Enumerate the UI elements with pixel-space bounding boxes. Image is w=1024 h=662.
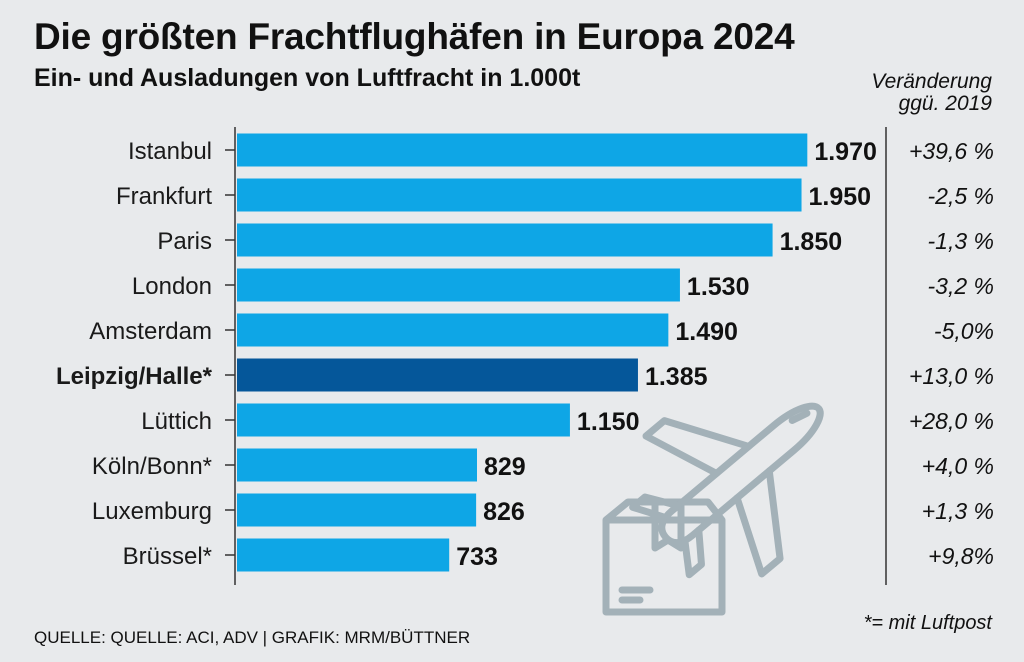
value-label: 826 (483, 498, 525, 526)
change-label: -1,3 % (928, 228, 994, 254)
change-header-line-1: Veränderung (871, 70, 992, 93)
value-label: 1.850 (780, 228, 843, 256)
category-label: Lüttich (141, 408, 212, 435)
value-label: 1.950 (809, 183, 872, 211)
change-header-line-2: ggü. 2019 (898, 92, 992, 116)
bar (237, 358, 638, 392)
airplane-icon (629, 402, 824, 579)
bar (237, 223, 773, 257)
change-label: +28,0 % (909, 408, 994, 434)
bar (237, 268, 680, 302)
change-label: +1,3 % (922, 498, 994, 524)
parcel-label-icon (618, 586, 654, 604)
footnote: *= mit Luftpost (863, 612, 992, 634)
change-label: +9,8% (928, 543, 994, 569)
category-label: Paris (157, 228, 212, 255)
category-label: Amsterdam (89, 318, 212, 345)
value-label: 733 (456, 543, 498, 571)
category-label: Brüssel* (123, 543, 212, 570)
value-label: 1.970 (814, 138, 877, 166)
category-label: London (132, 273, 212, 300)
category-label: Köln/Bonn* (92, 453, 212, 480)
chart-title: Die größten Frachtflughäfen in Europa 20… (34, 16, 795, 57)
change-column-header: Veränderung ggü. 2019 (871, 70, 992, 116)
bar (237, 178, 802, 212)
bar (237, 493, 477, 527)
value-label: 1.490 (675, 318, 738, 346)
change-label: -5,0% (934, 318, 994, 344)
change-label: +4,0 % (922, 453, 994, 479)
bar (237, 538, 450, 572)
bar (237, 448, 477, 482)
chart-subtitle: Ein- und Ausladungen von Luftfracht in 1… (34, 64, 581, 92)
category-label: Frankfurt (116, 183, 212, 210)
category-label: Luxemburg (92, 498, 212, 525)
change-label: +13,0 % (909, 363, 994, 389)
value-label: 1.385 (645, 363, 708, 391)
change-label: -3,2 % (928, 273, 994, 299)
bar (237, 313, 669, 347)
value-label: 1.150 (577, 408, 640, 436)
value-label: 1.530 (687, 273, 750, 301)
source-note: QUELLE: QUELLE: ACI, ADV | GRAFIK: MRM/B… (34, 628, 471, 647)
bar (237, 403, 570, 437)
category-label: Leipzig/Halle* (56, 363, 213, 390)
change-label: -2,5 % (928, 183, 994, 209)
change-label: +39,6 % (909, 138, 994, 164)
category-label: Istanbul (128, 138, 212, 165)
bar (237, 133, 808, 167)
value-label: 829 (484, 453, 526, 481)
